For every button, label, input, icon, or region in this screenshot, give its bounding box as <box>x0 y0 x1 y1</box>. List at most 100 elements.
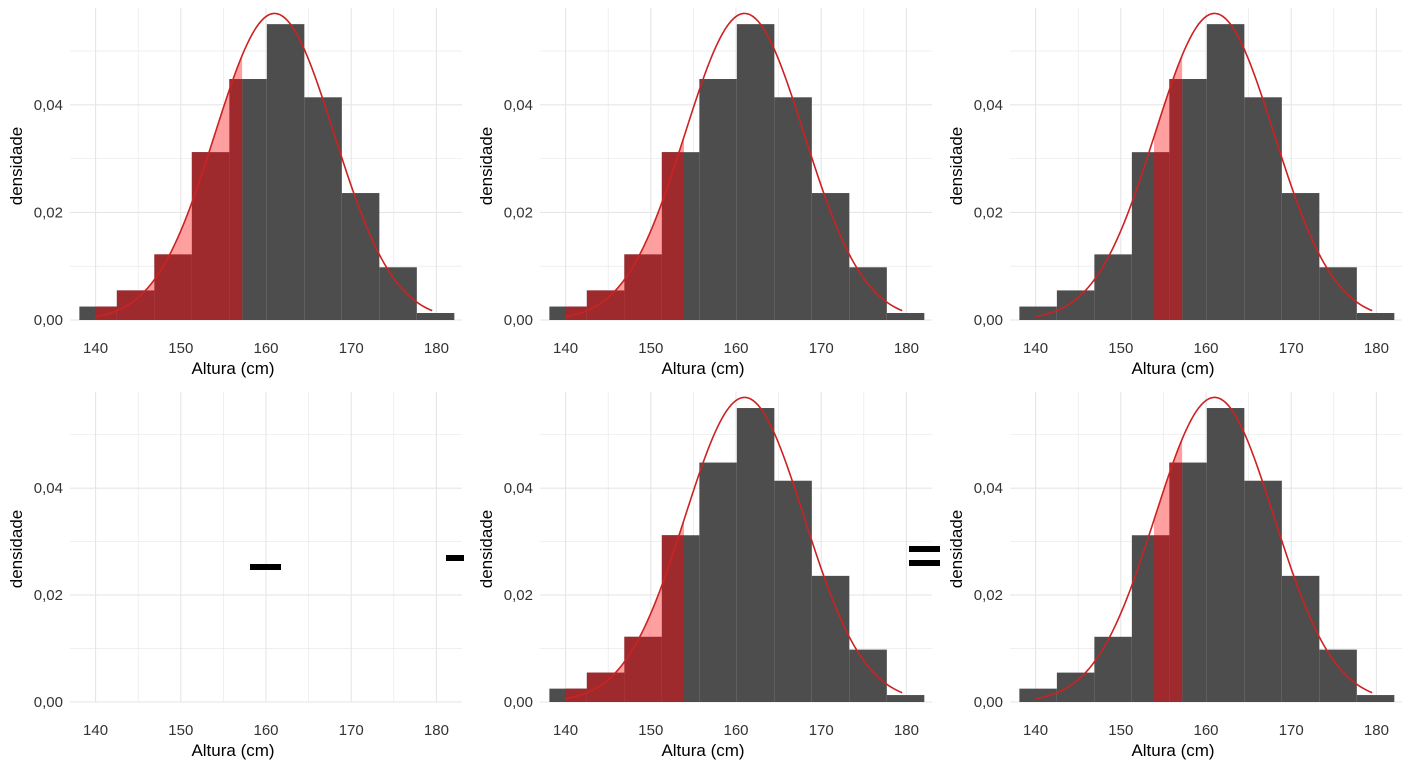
x-axis-title: Altura (cm) <box>191 741 274 760</box>
chart-panel-bottom-middle: 140 150 160 170 180 0,00 0,02 0,04 Altura (cm) de… <box>470 384 938 768</box>
histogram-bar <box>774 480 812 702</box>
x-axis-tick-labels: 140 150 160 170 180 <box>553 340 919 357</box>
x-axis-tick-labels: 140 150 160 170 180 <box>83 722 449 739</box>
y-tick-label: 0,04 <box>504 480 533 497</box>
histogram-bar <box>379 267 417 320</box>
x-tick-label: 140 <box>1023 340 1048 357</box>
histogram-bar <box>1019 306 1057 320</box>
chart-panel-top-right: 140 150 160 170 180 0,00 0,02 0,04 Altura (cm) de… <box>940 0 1408 384</box>
shaded-bar-segment <box>154 254 192 320</box>
y-tick-label: 0,04 <box>34 480 63 497</box>
y-axis-tick-labels: 0,00 0,02 0,04 <box>504 480 533 711</box>
chart-panel-top-middle: 140 150 160 170 180 0,00 0,02 0,04 Altura (cm) de… <box>470 0 938 384</box>
shaded-bar-segment <box>586 290 625 320</box>
histogram-bar <box>1056 672 1095 702</box>
x-tick-label: 150 <box>1108 722 1133 739</box>
histogram-bar <box>1244 480 1282 702</box>
x-tick-label: 160 <box>253 340 278 357</box>
y-tick-label: 0,00 <box>974 694 1003 711</box>
y-tick-label: 0,00 <box>34 694 63 711</box>
histogram-bars <box>1019 24 1395 320</box>
shaded-bar-segment <box>1169 462 1183 702</box>
x-tick-label: 140 <box>553 722 578 739</box>
y-tick-label: 0,00 <box>34 312 63 329</box>
histogram-bar <box>416 313 455 320</box>
x-tick-label: 180 <box>1364 722 1389 739</box>
shaded-bar-segment <box>586 672 625 702</box>
x-tick-label: 150 <box>638 340 663 357</box>
normal-density-curve <box>1035 396 1373 700</box>
x-axis-title: Altura (cm) <box>1131 741 1214 760</box>
shaded-probability-region <box>565 519 685 702</box>
normal-density-curve <box>1035 12 1373 318</box>
shaded-bar-segment <box>624 636 662 702</box>
y-tick-label: 0,02 <box>34 204 63 221</box>
y-axis-title: densidade <box>947 127 966 205</box>
shaded-bar-segment <box>661 152 685 320</box>
histogram-bar <box>1094 254 1132 320</box>
gridlines <box>70 392 462 703</box>
chart-panel-top-left: 140 150 160 170 180 0,00 0,02 0,04 Altura (cm) de… <box>0 0 468 384</box>
y-tick-label: 0,00 <box>504 312 533 329</box>
histogram-bar <box>774 97 812 320</box>
x-tick-label: 150 <box>1108 340 1133 357</box>
x-axis-title: Altura (cm) <box>1131 359 1214 378</box>
y-tick-label: 0,02 <box>34 587 63 604</box>
y-tick-label: 0,04 <box>34 97 63 114</box>
y-axis-tick-labels: 0,00 0,02 0,04 <box>974 480 1003 711</box>
y-tick-label: 0,02 <box>504 587 533 604</box>
x-tick-label: 150 <box>168 340 193 357</box>
chart-panel-bottom-right: 140 150 160 170 180 0,00 0,02 0,04 Altura (cm) de… <box>940 384 1408 768</box>
y-axis-tick-labels: 0,00 0,02 0,04 <box>504 97 533 329</box>
x-axis-tick-labels: 140 150 160 170 180 <box>1023 340 1389 357</box>
x-axis-tick-labels: 140 150 160 170 180 <box>83 340 449 357</box>
y-tick-label: 0,00 <box>504 694 533 711</box>
x-tick-label: 170 <box>1279 340 1304 357</box>
shaded-bar-segment <box>116 290 155 320</box>
x-tick-label: 140 <box>83 340 108 357</box>
x-tick-label: 160 <box>1193 722 1218 739</box>
histogram-bars <box>549 24 925 320</box>
shaded-bar-segment <box>95 306 117 320</box>
equals-operator-bottom-bar <box>909 560 940 566</box>
histogram-bar <box>1206 408 1245 702</box>
shaded-bar-segment <box>565 688 587 702</box>
y-tick-label: 0,04 <box>974 480 1003 497</box>
x-tick-label: 160 <box>253 722 278 739</box>
histogram-bar <box>849 649 887 702</box>
minus-operator <box>446 555 464 561</box>
x-tick-label: 180 <box>424 340 449 357</box>
histogram-bar <box>1281 575 1320 702</box>
histogram-bar <box>1281 193 1320 320</box>
shaded-probability-region <box>565 136 685 320</box>
x-tick-label: 140 <box>1023 722 1048 739</box>
histogram-bars <box>549 408 925 702</box>
y-axis-tick-labels: 0,00 0,02 0,04 <box>34 97 63 329</box>
shaded-bar-segment <box>191 152 230 320</box>
histogram-bars <box>1019 408 1395 702</box>
y-tick-label: 0,04 <box>974 97 1003 114</box>
histogram-bar <box>886 695 925 702</box>
y-axis-title: densidade <box>477 510 496 588</box>
x-tick-label: 160 <box>1193 340 1218 357</box>
x-axis-tick-labels: 140 150 160 170 180 <box>553 722 919 739</box>
x-tick-label: 180 <box>894 722 919 739</box>
shaded-bar-segment <box>1154 152 1170 320</box>
histogram-bar <box>886 313 925 320</box>
x-tick-label: 140 <box>553 340 578 357</box>
y-axis-tick-labels: 0,00 0,02 0,04 <box>974 97 1003 329</box>
histogram-bar <box>1244 97 1282 320</box>
histogram-bar <box>811 575 850 702</box>
histogram-bar <box>699 79 737 320</box>
x-axis-tick-labels: 140 150 160 170 180 <box>1023 722 1389 739</box>
minus-operator <box>250 564 281 570</box>
histogram-bar <box>699 462 737 702</box>
x-tick-label: 170 <box>1279 722 1304 739</box>
shaded-probability-region <box>1154 439 1183 702</box>
x-tick-label: 180 <box>894 340 919 357</box>
y-tick-label: 0,04 <box>504 97 533 114</box>
histogram-bars <box>79 24 455 320</box>
chart-svg: 140 150 160 170 180 0,00 0,02 0,04 Altura (cm) de… <box>7 392 462 760</box>
histogram-bar <box>1056 290 1095 320</box>
normal-density-curve <box>565 396 903 700</box>
